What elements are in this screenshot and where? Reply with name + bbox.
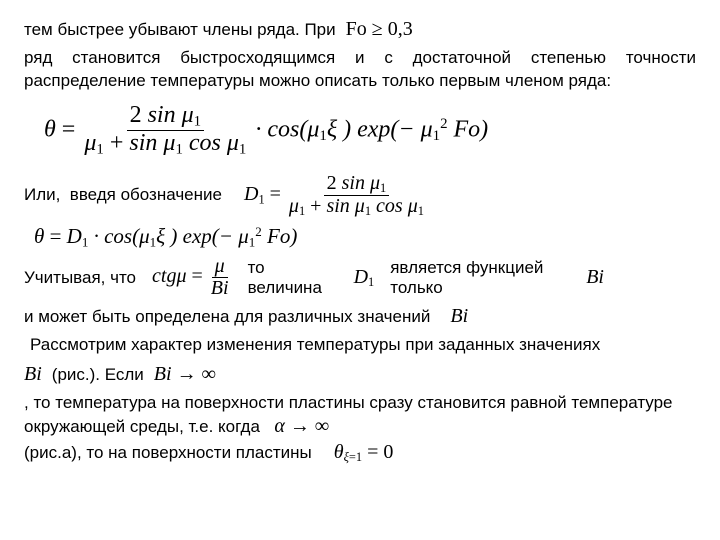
- equation-theta-D1: θ = D1 · cos(μ1ξ ) exp(− μ12 Fo): [34, 224, 696, 250]
- eq-theta-surface: θξ=1 = 0: [334, 441, 394, 465]
- paragraph-2: ряд становится быстросходящимся и с дост…: [24, 47, 696, 93]
- text-p4c: является функцией только: [390, 258, 570, 298]
- sym-Bi: Bi: [586, 266, 604, 289]
- eq-bi-to-inf: Bi → ∞: [154, 363, 216, 386]
- eq-fo-ge: Fo ≥ 0,3: [346, 18, 413, 41]
- text-p5: и может быть определена для различных зн…: [24, 307, 430, 327]
- eq-alpha-to-inf: α → ∞: [274, 415, 329, 437]
- eq-ctg: ctgμ = μ Bi: [152, 256, 232, 299]
- text-p1a: тем быстрее убывают члены ряда. При: [24, 20, 336, 40]
- eq-D-def: D1 = 2 sin μ1 μ1 + sin μ1 cos μ1: [244, 173, 427, 218]
- page-root: тем быстрее убывают члены ряда. При Fo ≥…: [0, 0, 720, 540]
- sym-Bi-2: Bi: [450, 305, 468, 328]
- line-bi-inf: Bi (рис.). Если Bi → ∞: [24, 363, 696, 386]
- text-p4a: Учитывая, что: [24, 268, 136, 288]
- text-p4b: то величина: [248, 258, 338, 298]
- line-alpha: , то температура на поверхности пластины…: [24, 392, 696, 439]
- paragraph-6: Рассмотрим характер изменения температур…: [30, 334, 696, 357]
- line-determined: и может быть определена для различных зн…: [24, 305, 696, 328]
- line-final: (рис.а), то на поверхности пластины θξ=1…: [24, 441, 696, 465]
- sym-Bi-3: Bi: [24, 363, 42, 386]
- text-p6b: (рис.). Если: [52, 365, 144, 385]
- equation-theta-series: θ = 2 sin μ1 μ1 + sin μ1 cos μ1 · cos(μ1…: [44, 103, 696, 159]
- line-1: тем быстрее убывают члены ряда. При Fo ≥…: [24, 18, 696, 41]
- text-p7: , то температура на поверхности пластины…: [24, 393, 673, 436]
- line-D-definition: Или, введя обозначение D1 = 2 sin μ1 μ1 …: [24, 173, 696, 218]
- sym-D1: D1: [354, 266, 375, 290]
- line-ctg: Учитывая, что ctgμ = μ Bi то величина D1…: [24, 256, 696, 299]
- text-p3: Или, введя обозначение: [24, 185, 222, 205]
- text-p8: (рис.а), то на поверхности пластины: [24, 443, 312, 463]
